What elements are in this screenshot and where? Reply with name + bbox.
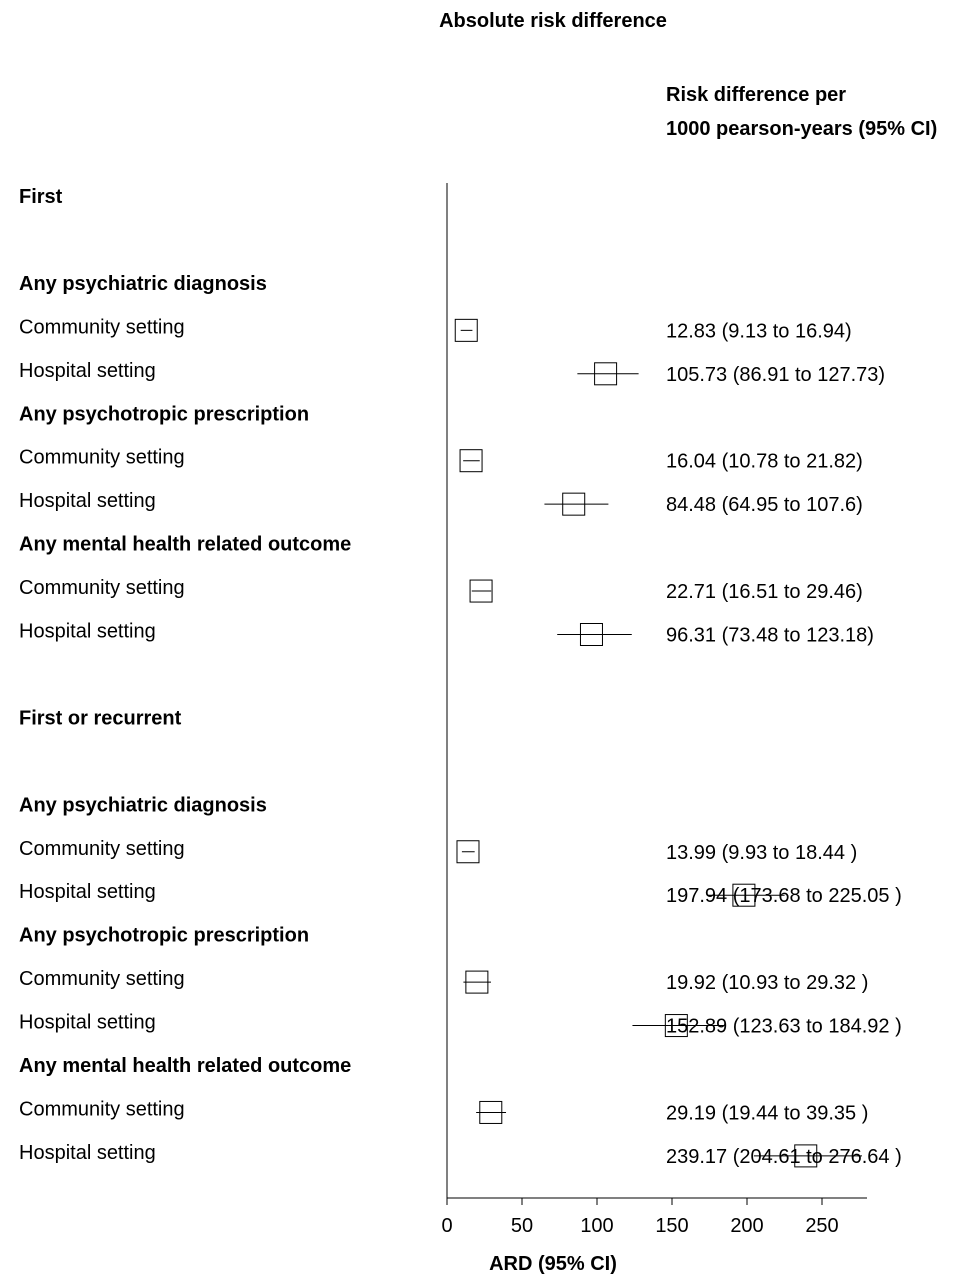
point-estimate-box bbox=[465, 970, 489, 994]
x-tick-label: 150 bbox=[655, 1215, 688, 1237]
point-estimate-box bbox=[454, 318, 478, 342]
estimate-text: 19.92 (10.93 to 29.32 ) bbox=[666, 972, 868, 994]
point-estimate-box bbox=[562, 492, 586, 516]
estimate-text: 105.73 (86.91 to 127.73) bbox=[666, 364, 885, 386]
row-label: Community setting bbox=[19, 577, 185, 599]
row-label: Hospital setting bbox=[19, 490, 156, 512]
point-estimate-box bbox=[469, 579, 493, 603]
row-heading-label: Any mental health related outcome bbox=[19, 534, 351, 556]
row-label: Hospital setting bbox=[19, 621, 156, 643]
estimate-text: 152.89 (123.63 to 184.92 ) bbox=[666, 1016, 902, 1038]
row-label: Hospital setting bbox=[19, 360, 156, 382]
row-heading-label: Any psychotropic prescription bbox=[19, 925, 309, 947]
row-heading-label: First bbox=[19, 186, 63, 208]
row-label: Community setting bbox=[19, 316, 185, 338]
estimate-text: 96.31 (73.48 to 123.18) bbox=[666, 625, 874, 647]
estimate-text: 13.99 (9.93 to 18.44 ) bbox=[666, 842, 857, 864]
estimate-text: 16.04 (10.78 to 21.82) bbox=[666, 451, 863, 473]
point-estimate-box bbox=[459, 449, 483, 473]
estimate-text: 197.94 (173.68 to 225.05 ) bbox=[666, 885, 902, 907]
x-tick-label: 200 bbox=[730, 1215, 763, 1237]
point-estimate-box bbox=[664, 1014, 688, 1038]
x-axis-label: ARD (95% CI) bbox=[489, 1253, 617, 1274]
row-label: Hospital setting bbox=[19, 1012, 156, 1034]
row-heading-label: Any psychiatric diagnosis bbox=[19, 273, 267, 295]
point-estimate-box bbox=[794, 1144, 818, 1168]
chart-title: Absolute risk difference bbox=[439, 10, 667, 32]
x-tick-label: 0 bbox=[441, 1215, 452, 1237]
estimate-text: 12.83 (9.13 to 16.94) bbox=[666, 320, 852, 342]
row-heading-label: Any psychiatric diagnosis bbox=[19, 794, 267, 816]
estimate-text: 29.19 (19.44 to 39.35 ) bbox=[666, 1102, 868, 1124]
row-label: Community setting bbox=[19, 838, 185, 860]
row-heading-label: First or recurrent bbox=[19, 707, 182, 729]
estimate-column-header-line-1: Risk difference per bbox=[666, 84, 846, 106]
point-estimate-box bbox=[579, 623, 603, 646]
row-label: Community setting bbox=[19, 1098, 185, 1120]
point-estimate-box bbox=[479, 1100, 503, 1124]
row-heading-label: Any psychotropic prescription bbox=[19, 403, 309, 425]
estimate-text: 239.17 (204.61 to 276.64 ) bbox=[666, 1146, 902, 1168]
point-estimate-box bbox=[594, 362, 618, 386]
row-label: Hospital setting bbox=[19, 881, 156, 903]
point-estimate-box bbox=[732, 883, 756, 907]
estimate-text: 22.71 (16.51 to 29.46) bbox=[666, 581, 863, 603]
row-heading-label: Any mental health related outcome bbox=[19, 1055, 351, 1077]
row-label: Community setting bbox=[19, 447, 185, 469]
x-tick-label: 100 bbox=[580, 1215, 613, 1237]
row-label: Hospital setting bbox=[19, 1142, 156, 1164]
estimate-text: 84.48 (64.95 to 107.6) bbox=[666, 494, 863, 516]
plot-rows: First Any psychiatric diagnosis Community … bbox=[19, 186, 902, 1168]
x-axis-ticks: 0 50 100 150 200 250 bbox=[441, 1198, 839, 1237]
row-label: Community setting bbox=[19, 968, 185, 990]
x-tick-label: 50 bbox=[511, 1215, 533, 1237]
point-estimate-box bbox=[456, 840, 480, 864]
estimate-column-header-line-2: 1000 pearson-years (95% CI) bbox=[666, 118, 937, 140]
x-tick-label: 250 bbox=[805, 1215, 838, 1237]
